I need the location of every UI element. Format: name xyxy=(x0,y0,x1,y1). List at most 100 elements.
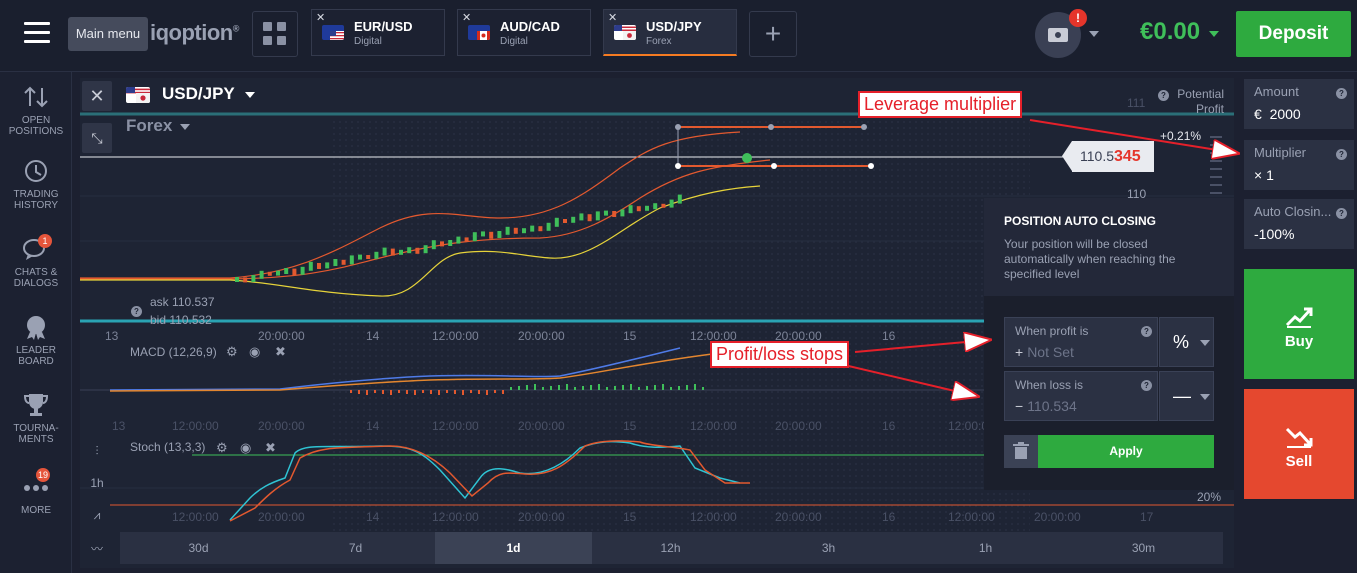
help-icon[interactable]: ? xyxy=(1158,90,1169,101)
nav-chats-dialogs[interactable]: 1 CHATS & DIALOGS xyxy=(13,234,59,289)
indicator-icon[interactable]: ⩘ xyxy=(93,508,101,522)
top-bar: iqoption® Main menu ✕ EUR/USD Digital ✕ … xyxy=(0,0,1357,72)
timeframe-3h[interactable]: 3h xyxy=(821,541,836,555)
close-indicator-icon[interactable]: ✖ xyxy=(265,440,276,455)
close-tab-icon[interactable]: ✕ xyxy=(608,12,618,24)
multiplier-field[interactable]: Multiplier ? × 1 xyxy=(1244,140,1354,190)
close-tab-icon[interactable]: ✕ xyxy=(316,12,326,24)
profit-unit-selector[interactable]: % xyxy=(1159,317,1214,367)
period-selector[interactable]: 1h xyxy=(90,476,104,490)
candle xyxy=(522,228,526,234)
macd-bar xyxy=(670,387,672,390)
tab-usd-jpy[interactable]: ✕ USD/JPY Forex xyxy=(603,9,737,56)
loss-unit-selector[interactable]: — xyxy=(1159,371,1214,421)
auto-closing-value[interactable]: -100% xyxy=(1254,226,1295,242)
candle xyxy=(341,259,346,265)
nav-more[interactable]: 19 MORE xyxy=(21,468,51,516)
x-tick-label: 15 xyxy=(623,329,637,343)
help-icon[interactable]: ? xyxy=(1336,208,1347,219)
loss-input: 110.534 xyxy=(1027,398,1077,414)
nav-tournaments[interactable]: TOURNA- MENTS xyxy=(0,392,72,445)
candle xyxy=(587,214,592,222)
stoch-d-line xyxy=(229,440,750,522)
tab-name: EUR/USD xyxy=(354,19,413,34)
deposit-button[interactable]: Deposit xyxy=(1236,11,1351,57)
candle xyxy=(366,255,371,259)
nav-open-positions[interactable]: OPEN POSITIONS xyxy=(0,84,72,137)
candle xyxy=(456,236,461,244)
timeframe-1d[interactable]: 1d xyxy=(435,532,592,564)
zoom-scale-icon[interactable] xyxy=(1208,133,1224,195)
nav-leader-board[interactable]: LEADER BOARD xyxy=(0,314,72,367)
candle xyxy=(308,261,313,271)
close-chart-button[interactable]: ✕ xyxy=(82,81,112,111)
notification-badge: ! xyxy=(1069,9,1087,27)
auto-closing-popup: POSITION AUTO CLOSING Your position will… xyxy=(984,198,1234,490)
candle xyxy=(571,216,576,223)
instrument-type-selector[interactable]: Forex xyxy=(126,116,173,135)
candle xyxy=(530,225,535,232)
x-tick-label: 20:00:00 xyxy=(775,510,822,524)
eye-icon[interactable]: ◉ xyxy=(240,440,252,455)
close-indicator-icon[interactable]: ✖ xyxy=(275,344,286,359)
macd-bar xyxy=(382,390,384,394)
macd-bar xyxy=(622,385,624,390)
candle xyxy=(276,270,280,276)
macd-line xyxy=(109,347,681,391)
timeframe-bar: 30d 7d 1d 12h 3h 1h 30m xyxy=(120,532,1223,564)
popup-description: Your position will be closed automatical… xyxy=(1004,237,1176,281)
grid-layout-button[interactable] xyxy=(252,11,298,57)
collapse-chart-button[interactable]: ⤡ xyxy=(82,123,112,153)
timeframe-30d[interactable]: 30d xyxy=(188,541,209,555)
macd-bar xyxy=(582,386,584,390)
close-tab-icon[interactable]: ✕ xyxy=(462,12,472,24)
candle xyxy=(620,209,625,217)
x-tick-label: 16 xyxy=(882,329,896,343)
instrument-dropdown-icon[interactable] xyxy=(180,124,190,130)
amount-input[interactable]: € 2000 xyxy=(1254,106,1301,122)
candle xyxy=(284,268,289,274)
buy-button[interactable]: Buy xyxy=(1244,269,1354,379)
help-icon[interactable]: ? xyxy=(1141,326,1152,337)
balance-dropdown-icon[interactable] xyxy=(1209,31,1219,37)
add-tab-button[interactable]: + xyxy=(749,11,797,57)
candle-type-icon[interactable]: ⫶ xyxy=(95,444,99,458)
stoch-k-line xyxy=(229,440,741,521)
x-tick-label: 20:00:00 xyxy=(775,329,822,343)
amount-field[interactable]: Amount ? € 2000 xyxy=(1244,79,1354,129)
profit-stop-field[interactable]: When profit is ? + Not Set xyxy=(1004,317,1158,367)
macd-bar xyxy=(558,385,560,390)
timeframe-7d[interactable]: 7d xyxy=(348,541,363,555)
loss-stop-field[interactable]: When loss is ? −110.534 xyxy=(1004,371,1158,421)
gear-icon[interactable]: ⚙ xyxy=(216,440,228,455)
camera-button[interactable]: ! xyxy=(1035,9,1087,58)
nav-trading-history[interactable]: TRADING HISTORY xyxy=(0,158,72,211)
camera-dropdown-icon[interactable] xyxy=(1089,31,1099,37)
macd-bar xyxy=(406,390,408,394)
sell-button[interactable]: Sell xyxy=(1244,389,1354,499)
apply-button[interactable]: Apply xyxy=(1038,435,1214,468)
help-icon[interactable]: ? xyxy=(1336,88,1347,99)
asset-selector[interactable]: USD/JPY xyxy=(162,84,235,103)
gear-icon[interactable]: ⚙ xyxy=(226,344,238,359)
help-icon[interactable]: ? xyxy=(1141,380,1152,391)
drawing-tool-icon[interactable]: 〰 xyxy=(90,542,103,556)
timeframe-1h[interactable]: 1h xyxy=(978,541,993,555)
timeframe-12h[interactable]: 12h xyxy=(660,541,681,555)
multiplier-value[interactable]: × 1 xyxy=(1254,167,1274,183)
auto-closing-field[interactable]: Auto Closin... ? -100% xyxy=(1244,199,1354,249)
asset-dropdown-icon[interactable] xyxy=(245,92,255,98)
hamburger-menu-icon[interactable] xyxy=(24,22,50,44)
help-icon[interactable]: ? xyxy=(131,306,142,317)
macd-bar xyxy=(550,386,552,390)
bollinger-upper xyxy=(80,131,741,279)
tab-aud-cad[interactable]: ✕ AUD/CAD Digital xyxy=(457,9,591,56)
timeframe-30m[interactable]: 30m xyxy=(1131,541,1156,555)
tab-eur-usd[interactable]: ✕ EUR/USD Digital xyxy=(311,9,445,56)
delete-button[interactable] xyxy=(1004,435,1038,468)
balance-display[interactable]: €0.00 xyxy=(1140,18,1201,45)
help-icon[interactable]: ? xyxy=(1336,149,1347,160)
eye-icon[interactable]: ◉ xyxy=(249,344,261,359)
tab-name: USD/JPY xyxy=(646,19,702,34)
price-axis-label: 111 xyxy=(1127,96,1146,110)
